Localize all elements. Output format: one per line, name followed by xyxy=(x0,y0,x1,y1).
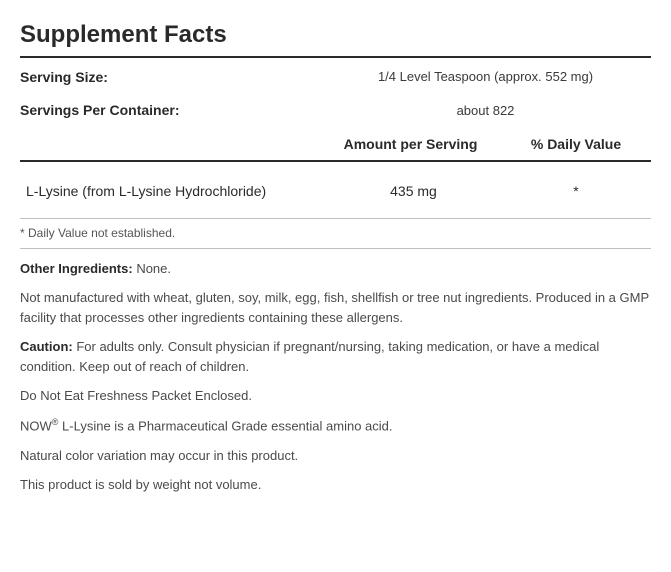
ingredient-dv: * xyxy=(501,182,651,202)
divider-thick xyxy=(20,56,651,58)
divider-thick xyxy=(20,160,651,162)
servings-per-container-value: about 822 xyxy=(320,102,651,120)
servings-per-container-row: Servings Per Container: about 822 xyxy=(20,101,651,121)
weight-note: This product is sold by weight not volum… xyxy=(20,475,651,495)
pharma-note: NOW® L-Lysine is a Pharmaceutical Grade … xyxy=(20,416,651,436)
other-ingredients-label: Other Ingredients: xyxy=(20,261,133,276)
ingredient-name: L-Lysine (from L-Lysine Hydrochloride) xyxy=(26,182,326,202)
ingredient-amount: 435 mg xyxy=(326,182,501,202)
panel-title: Supplement Facts xyxy=(20,18,651,52)
allergen-statement: Not manufactured with wheat, gluten, soy… xyxy=(20,288,651,327)
freshness-note: Do Not Eat Freshness Packet Enclosed. xyxy=(20,386,651,406)
servings-per-container-label: Servings Per Container: xyxy=(20,101,320,121)
serving-size-row: Serving Size: 1/4 Level Teaspoon (approx… xyxy=(20,68,651,88)
header-spacer xyxy=(20,135,320,155)
header-daily-value: % Daily Value xyxy=(501,135,651,155)
pharma-rest: L-Lysine is a Pharmaceutical Grade essen… xyxy=(58,418,392,433)
other-ingredients: Other Ingredients: None. xyxy=(20,259,651,279)
caution-label: Caution: xyxy=(20,339,73,354)
other-ingredients-value: None. xyxy=(136,261,171,276)
color-variation-note: Natural color variation may occur in thi… xyxy=(20,446,651,466)
column-headers: Amount per Serving % Daily Value xyxy=(20,135,651,155)
header-amount: Amount per Serving xyxy=(320,135,501,155)
serving-size-label: Serving Size: xyxy=(20,68,320,88)
serving-size-value: 1/4 Level Teaspoon (approx. 552 mg) xyxy=(320,68,651,86)
caution-statement: Caution: For adults only. Consult physic… xyxy=(20,337,651,376)
caution-text: For adults only. Consult physician if pr… xyxy=(20,339,599,374)
divider-thin xyxy=(20,218,651,219)
dv-footnote: * Daily Value not established. xyxy=(20,225,651,242)
brand-prefix: NOW xyxy=(20,418,52,433)
divider-thin xyxy=(20,248,651,249)
ingredient-row: L-Lysine (from L-Lysine Hydrochloride) 4… xyxy=(20,172,651,212)
